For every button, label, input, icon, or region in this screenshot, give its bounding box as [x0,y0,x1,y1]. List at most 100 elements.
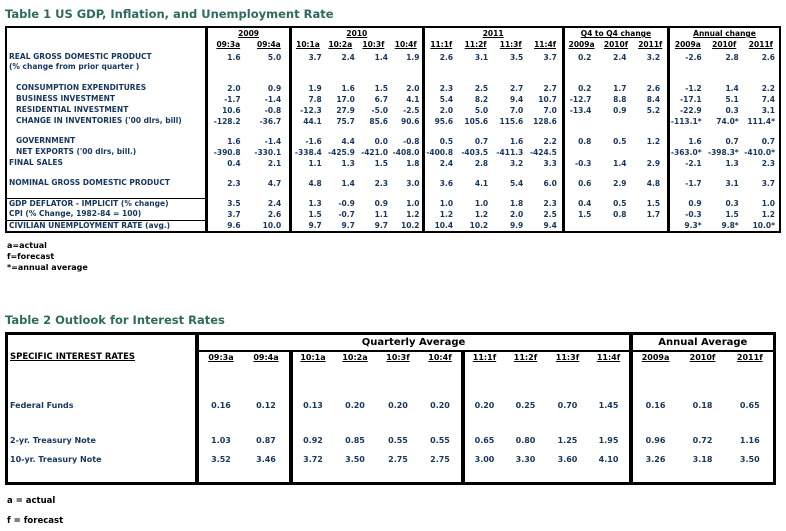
value-cell [421,189,459,198]
column-header: 2010f [603,40,628,49]
value-cell: 0.5 [613,199,627,208]
value-cell: 2.0 [406,84,420,93]
value-cell: 2.0 [421,105,459,116]
value-cell: 3.46 [256,455,276,464]
value-cell: 0.55 [388,436,408,445]
row-label-text: NET EXPORTS ('00 dlrs, bill.) [16,147,137,156]
value-cell: 0.70 [557,401,578,410]
row-label [6,189,207,198]
value-cell [244,473,291,483]
row-label-text: NOMINAL GROSS DOMESTIC PRODUCT [9,178,170,187]
value-cell: -17.1 [667,94,706,105]
value-cell: 1.95 [598,436,619,445]
value-cell: 9.3* [667,220,706,232]
spacer-row [6,189,780,198]
value-cell: -0.8 [264,106,282,115]
value-cell: 2.9 [646,159,661,168]
footnote: f = forecast [7,515,64,526]
column-header: 11:2f [464,40,487,49]
value-cell: 1.2 [761,210,775,219]
footnote: f=forecast [7,252,55,261]
value-cell: 3.3 [543,159,557,168]
table1-title: Table 1 US GDP, Inflation, and Unemploym… [5,7,334,21]
column-header: 11:1f [460,351,505,370]
value-cell: 3.72 [288,454,334,473]
value-cell [493,127,528,136]
value-cell: 10.6 [204,105,249,116]
value-cell: 1.5 [725,210,739,219]
value-cell: 3.30 [515,455,536,464]
value-cell: 3.00 [460,454,505,473]
spacer-row [7,419,775,435]
value-cell [743,189,780,198]
value-cell: 1.5 [289,209,324,220]
header-blank-cell [6,27,207,39]
value-cell [633,169,668,178]
value-cell [204,169,249,178]
value-cell [244,370,291,400]
value-cell: 0.12 [256,401,276,410]
value-cell: 2.6 [421,52,459,74]
value-cell [377,370,420,400]
value-cell [324,74,357,83]
value-cell: 7.4 [761,95,775,104]
value-cell: 1.6 [667,136,706,147]
value-cell: 0.5 [613,137,627,146]
value-cell: 1.6 [204,52,249,74]
value-cell [357,127,390,136]
value-cell: 1.0 [761,199,775,208]
value-cell: 0.16 [194,400,244,419]
value-cell: 1.9 [406,53,420,62]
value-cell: -22.9 [667,105,706,116]
value-cell: 6.7 [374,95,388,104]
value-cell: 0.9 [667,198,706,209]
table-row: RESIDENTIAL INVESTMENT 10.6 -0.8 -12.3 27.9 -… [6,105,780,116]
value-cell: -410.0* [744,148,775,157]
value-cell: 0.0 [374,137,388,146]
row-label: NOMINAL GROSS DOMESTIC PRODUCT [6,178,207,189]
table1-body: REAL GROSS DOMESTIC PRODUCT (% change fro… [6,52,780,232]
value-cell: 1.1 [374,210,388,219]
value-cell: 1.5 [374,159,388,168]
value-cell: 0.7 [474,137,489,146]
value-cell: 17.0 [336,95,355,104]
value-cell: -1.2 [667,83,706,94]
value-cell: -1.7 [204,94,249,105]
value-cell [561,220,599,232]
column-group-header: 2011 [421,27,564,39]
value-cell [249,189,291,198]
value-cell [633,127,668,136]
value-cell [249,127,291,136]
value-cell: 1.1 [289,158,324,169]
header-blank-cell [7,334,197,352]
value-cell [458,74,493,83]
value-cell: 1.4 [341,179,355,188]
value-cell [204,189,249,198]
value-cell: 9.7 [289,220,324,232]
value-cell [458,189,493,198]
table2-footnotes: a = actual f = forecast [7,491,781,531]
spacer-row [6,74,780,83]
row-label: CHANGE IN INVENTORIES ('00 dlrs, bill) [6,116,207,127]
value-cell: 5.2 [646,106,661,115]
value-cell: 2.0 [509,210,524,219]
row-label [7,370,197,400]
value-cell: 0.8 [613,210,627,219]
value-cell: 2.4 [267,199,282,208]
value-cell: 44.1 [289,116,324,127]
value-cell [390,169,423,178]
value-cell: 0.65 [460,435,505,454]
quarter-header-row: 09:3a 09:4a 10:1a 10:2a 10:3f 10:4f 11:1f 11:2f… [6,39,780,52]
value-cell [390,127,423,136]
value-cell: 0.20 [388,401,408,410]
value-cell: 1.2 [474,210,489,219]
value-cell [505,370,547,400]
value-cell: 8.2 [474,95,489,104]
value-cell: 4.8 [646,179,661,188]
value-cell: 1.0 [406,199,420,208]
value-cell: 9.6 [204,220,249,232]
value-cell: 3.7 [543,53,557,62]
value-cell: 1.3 [725,159,739,168]
column-header: 2009a [667,39,706,52]
value-cell [249,74,291,83]
